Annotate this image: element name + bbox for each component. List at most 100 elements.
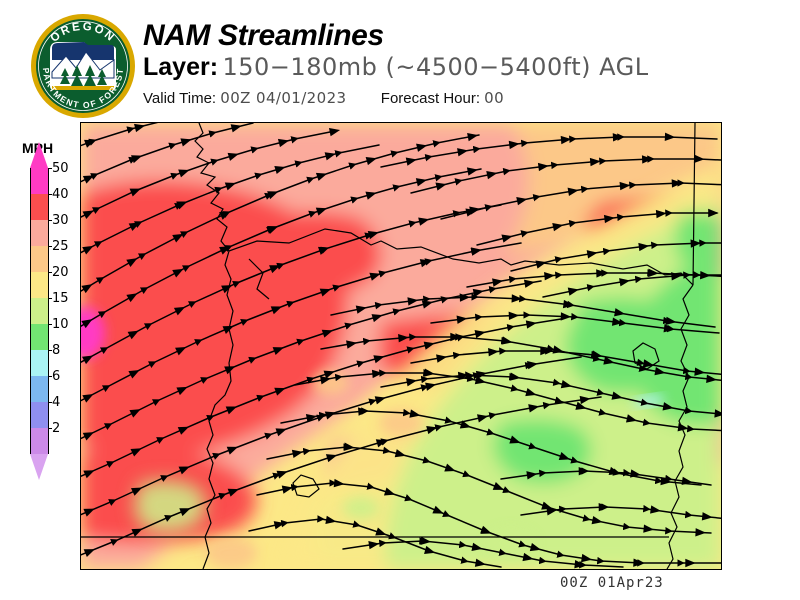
streamline-arrow: [558, 452, 571, 461]
colorbar-tick-mark: [48, 402, 52, 403]
colorbar-tick-4: 4: [52, 395, 61, 410]
streamline-arrow: [418, 217, 430, 226]
streamline-arrow: [665, 316, 677, 326]
weather-map-canvas[interactable]: [80, 122, 722, 570]
streamline-arrow: [544, 272, 555, 281]
streamline-arrow: [492, 278, 504, 287]
streamline-arrow: [695, 528, 706, 537]
streamline-arrow: [355, 305, 367, 314]
colorbar-tick-40: 40: [52, 187, 69, 202]
colorbar-tick-6: 6: [52, 369, 61, 384]
streamline-arrow: [375, 439, 388, 448]
streamline-arrow: [591, 516, 603, 525]
streamline-arrow: [276, 470, 288, 479]
streamline-arrow: [230, 124, 242, 133]
streamline-arrow: [527, 361, 539, 370]
streamline-arrow: [270, 306, 283, 315]
streamline-arrow: [267, 191, 279, 200]
streamline-arrow: [81, 319, 93, 329]
streamline-arrow: [477, 414, 489, 423]
colorbar-band-15: [30, 298, 49, 324]
streamline-arrow: [365, 157, 377, 166]
streamline-arrow: [82, 432, 95, 441]
streamline-arrow: [415, 178, 428, 187]
colorbar-tick-50: 50: [52, 161, 69, 176]
streamline-arrow: [321, 329, 334, 338]
streamline-arrow: [423, 368, 435, 377]
streamline-arrow: [128, 222, 140, 231]
streamline-arrow: [129, 188, 141, 197]
streamline-arrow: [535, 260, 547, 269]
streamline-arrow: [369, 272, 381, 281]
streamline-arrow: [178, 169, 190, 178]
colorbar-band-8: [30, 350, 49, 376]
colorbar-under-arrow: [30, 454, 48, 480]
streamline-arrow: [562, 299, 574, 309]
streamline-arrow: [83, 549, 95, 557]
streamline-arrow: [426, 425, 438, 435]
streamline-arrow: [424, 545, 436, 555]
streamline-arrow: [346, 340, 358, 349]
streamline-arrow: [323, 370, 335, 379]
streamline-arrow: [663, 324, 675, 333]
layer-label: Layer:: [143, 53, 219, 81]
streamline-arrow: [574, 560, 586, 569]
streamline-arrow: [567, 287, 579, 296]
streamline-arrow: [456, 315, 468, 324]
streamline-arrow: [126, 258, 138, 268]
map-shading-layer: [81, 123, 721, 569]
streamline-arrow: [450, 332, 461, 342]
streamline-arrow: [420, 536, 432, 545]
streamline-arrow: [671, 179, 683, 188]
streamline-arrow: [508, 140, 520, 150]
streamline-arrow: [435, 182, 447, 191]
streamline-arrow: [501, 336, 513, 345]
streamline-arrow: [325, 454, 338, 463]
streamline-arrow: [375, 527, 387, 536]
streamline-arrow: [130, 448, 142, 457]
streamline-arrow: [269, 265, 281, 274]
colorbar-tick-2: 2: [52, 421, 61, 436]
streamline-arrow: [325, 515, 337, 525]
streamline-arrow: [508, 311, 520, 321]
streamline-arrow: [650, 505, 662, 514]
streamline-arrow: [537, 162, 549, 172]
valid-time-value: 00Z 04/01/2023: [220, 89, 347, 107]
streamline-arrow: [586, 250, 598, 259]
streamline-arrow: [371, 369, 383, 379]
streamline-arrow: [638, 242, 650, 252]
streamline-arrow: [470, 247, 482, 256]
streamline-arrow: [655, 209, 667, 219]
streamline-arrow: [541, 501, 553, 510]
streamline-arrow: [619, 278, 631, 287]
colorbar-tick-mark: [48, 168, 52, 169]
streamline-arrow: [368, 540, 380, 550]
streamline-arrow: [630, 469, 642, 478]
streamline-arrow: [706, 374, 717, 383]
streamline-arrow: [560, 312, 572, 321]
streamline-arrow: [471, 542, 483, 551]
streamline-arrow: [275, 428, 287, 437]
streamline-arrow: [383, 487, 396, 496]
streamline-arrow: [84, 139, 96, 148]
streamline-arrow: [625, 414, 638, 423]
streamline-arrow: [660, 476, 672, 486]
streamline-arrow: [419, 259, 432, 268]
streamline-arrow: [425, 382, 437, 391]
streamline-arrow: [578, 466, 590, 476]
colorbar-band-2: [30, 428, 49, 454]
colorbar-tick-10: 10: [52, 317, 69, 332]
streamline-arrow: [579, 395, 591, 405]
streamline-arrow: [467, 133, 479, 142]
streamline-arrow: [671, 272, 682, 281]
streamline-arrow: [511, 294, 523, 303]
colorbar-band-20: [30, 272, 49, 298]
colorbar-band-6: [30, 376, 49, 402]
streamline-arrow: [83, 508, 95, 517]
streamline-arrow: [596, 269, 607, 278]
streamline-arrow: [612, 133, 624, 142]
streamline-arrow: [81, 355, 94, 365]
streamline-arrow: [525, 388, 537, 397]
streamline-arrow: [664, 132, 676, 141]
streamline-arrow: [273, 521, 285, 530]
